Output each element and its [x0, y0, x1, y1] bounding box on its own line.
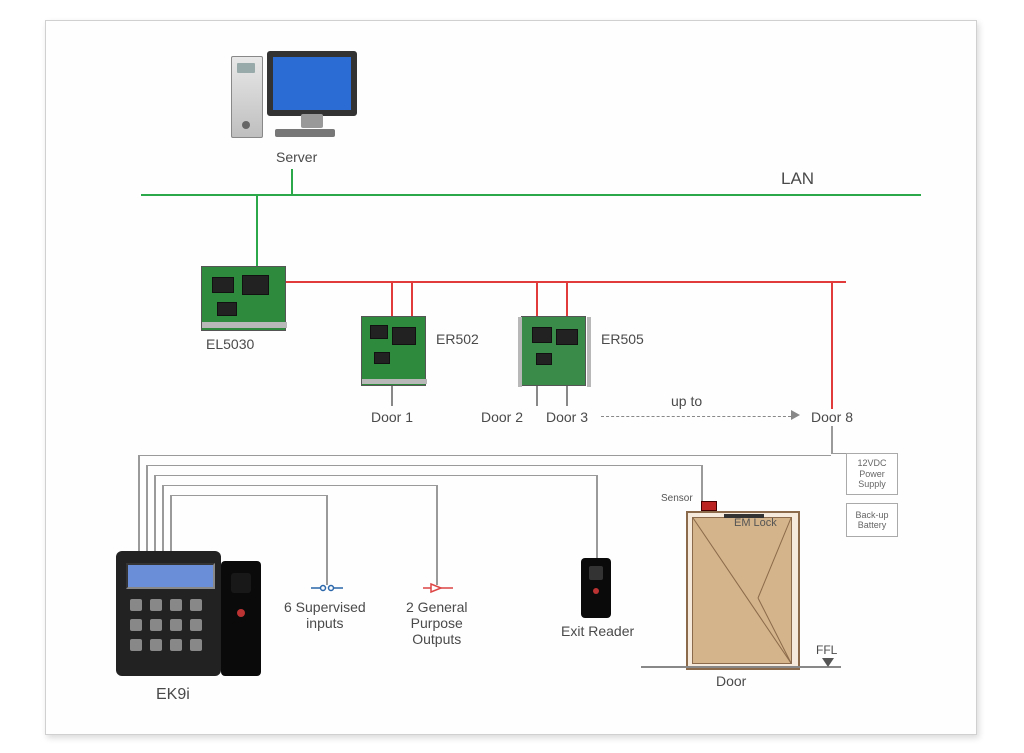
- upto-dash: [601, 416, 791, 417]
- door8-stub-down: [831, 426, 833, 454]
- inputs-symbol-icon: [311, 581, 343, 599]
- diagram-frame: Server LAN EL5030 ER502 Door 1 ER505 Doo…: [45, 20, 977, 735]
- wire-h1: [138, 455, 831, 456]
- er505-drop-1: [536, 281, 538, 316]
- el5030-board: [201, 266, 286, 331]
- wire-v5: [170, 495, 172, 551]
- ek9i-keypad: [116, 551, 221, 676]
- door8-drop-line: [831, 281, 833, 409]
- sensor-label: Sensor: [661, 493, 693, 505]
- inputs-drop: [326, 495, 328, 585]
- wire-v2: [146, 465, 148, 551]
- el5030-label: EL5030: [206, 336, 254, 352]
- door8-label: Door 8: [811, 409, 853, 425]
- sensor-drop: [701, 465, 703, 505]
- exitreader-drop: [596, 475, 598, 560]
- door-panel: [692, 517, 792, 664]
- wire-v1: [138, 455, 140, 551]
- psu-connector: [831, 453, 846, 454]
- door-label: Door: [716, 673, 746, 689]
- wire-h5: [170, 495, 326, 496]
- ek9i-reader: [221, 561, 261, 676]
- emlock-label: EM Lock: [734, 517, 777, 530]
- emlock-bar: [724, 514, 764, 518]
- ffl-arrow-icon: [822, 658, 834, 667]
- door3-label: Door 3: [546, 409, 588, 425]
- lan-line: [141, 194, 921, 196]
- door2-stub: [536, 386, 538, 406]
- door3-stub: [566, 386, 568, 406]
- server-label: Server: [276, 149, 317, 165]
- er505-drop-2: [566, 281, 568, 316]
- wire-v4: [162, 485, 164, 551]
- door1-label: Door 1: [371, 409, 413, 425]
- exit-reader-icon: [581, 558, 611, 618]
- door2-label: Door 2: [481, 409, 523, 425]
- upto-arrowhead: [791, 410, 800, 420]
- inputs-label: 6 Supervised inputs: [284, 599, 366, 631]
- ffl-label: FFL: [816, 643, 837, 657]
- outputs-symbol-icon: [423, 581, 453, 599]
- er502-label: ER502: [436, 331, 479, 347]
- server-drop-line: [291, 169, 293, 194]
- psu-box: 12VDC Power Supply: [846, 453, 898, 495]
- ek9i-label: EK9i: [156, 686, 190, 704]
- sensor-icon: [701, 501, 717, 511]
- upto-label: up to: [671, 393, 702, 409]
- outputs-label: 2 General Purpose Outputs: [406, 599, 467, 647]
- battery-box: Back-up Battery: [846, 503, 898, 537]
- outputs-drop: [436, 485, 438, 585]
- er502-drop-2: [411, 281, 413, 316]
- door-frame: [686, 511, 800, 670]
- floor-line: [641, 666, 841, 668]
- wire-h4: [162, 485, 436, 486]
- wire-v3: [154, 475, 156, 551]
- wire-h2: [146, 465, 701, 466]
- er505-board: [521, 316, 586, 386]
- er502-board: [361, 316, 426, 386]
- door1-stub: [391, 386, 393, 406]
- lan-label: LAN: [781, 169, 814, 189]
- er502-drop-1: [391, 281, 393, 316]
- wire-h3: [154, 475, 596, 476]
- exit-reader-label: Exit Reader: [561, 623, 634, 639]
- el5030-drop-line: [256, 194, 258, 266]
- er505-label: ER505: [601, 331, 644, 347]
